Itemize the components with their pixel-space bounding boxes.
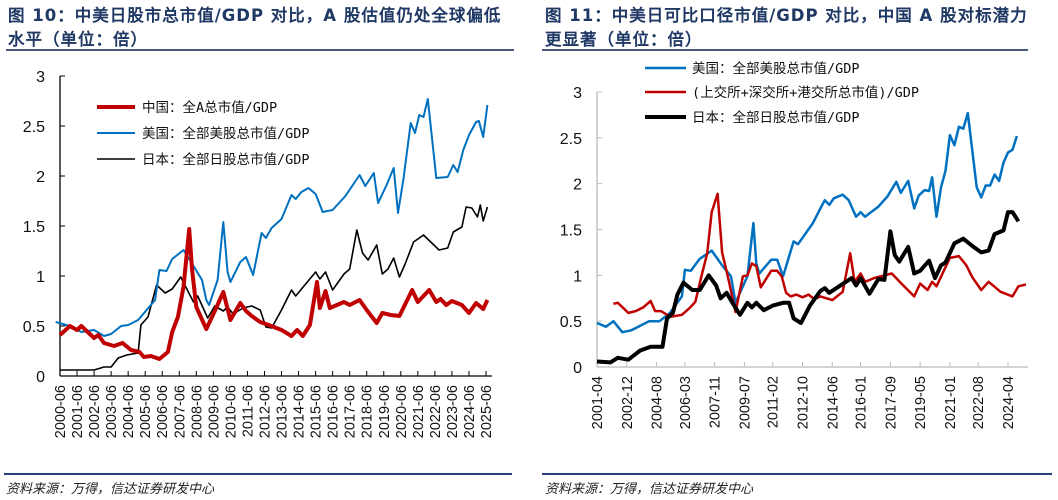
legend-label-us: 美国：全部美股总市值/GDP bbox=[142, 125, 310, 142]
x-tick-label: 2017-06 bbox=[343, 385, 359, 438]
x-tick-label: 2016-06 bbox=[326, 385, 342, 438]
legend-label-china: (上交所+深交所+港交所总市值)/GDP bbox=[692, 84, 919, 101]
y-tick-label: 0 bbox=[36, 369, 45, 386]
series-line-us bbox=[55, 98, 489, 337]
legend-label-japan: 日本：全部日股总市值/GDP bbox=[692, 109, 860, 126]
left-title-divider bbox=[6, 49, 514, 51]
x-tick-label: 2002-12 bbox=[620, 376, 636, 429]
series-line-china bbox=[613, 192, 1027, 318]
right-footer-divider bbox=[542, 473, 1052, 475]
x-tick-label: 2024-06 bbox=[462, 385, 478, 438]
x-tick-label: 2015-06 bbox=[309, 385, 325, 438]
x-tick-label: 2011-06 bbox=[240, 385, 256, 437]
series-line-japan bbox=[596, 210, 1021, 365]
x-tick-label: 2005-06 bbox=[138, 385, 154, 438]
x-tick-label: 2014-06 bbox=[292, 385, 308, 438]
left-chart-plot: 0 0.5 1 1.5 2 2.5 3 2000-06 2001-06 2002-06 2003-0… bbox=[23, 69, 495, 438]
x-tick-label: 2019-06 bbox=[377, 385, 393, 438]
y-tick-label: 0.5 bbox=[23, 319, 45, 336]
x-tick-label: 2004-08 bbox=[650, 376, 666, 429]
y-tick-label: 2.5 bbox=[560, 131, 582, 148]
x-tick-label: 2018-06 bbox=[360, 385, 376, 438]
legend-label-china: 中国：全A总市值/GDP bbox=[142, 99, 277, 116]
x-tick-label: 2013-06 bbox=[275, 385, 291, 438]
y-tick-label: 2 bbox=[36, 169, 45, 186]
x-tick-label: 2022-08 bbox=[971, 376, 987, 429]
x-tick-label: 2021-01 bbox=[943, 376, 959, 429]
x-tick-label: 2006-03 bbox=[678, 376, 694, 429]
x-tick-label: 2025-06 bbox=[479, 385, 495, 438]
y-tick-label: 2.5 bbox=[23, 119, 45, 136]
x-tick-label: 2007-11 bbox=[708, 376, 724, 428]
x-tick-label: 2003-06 bbox=[104, 385, 120, 438]
series-line-china bbox=[58, 227, 490, 361]
x-tick-label: 2019-05 bbox=[913, 376, 929, 429]
x-tick-label: 2001-06 bbox=[70, 385, 86, 438]
x-tick-label: 2001-04 bbox=[590, 376, 606, 429]
x-tick-label: 2023-06 bbox=[445, 385, 461, 438]
y-tick-label: 1 bbox=[573, 268, 582, 285]
x-tick-label: 2011-02 bbox=[766, 376, 782, 428]
x-tick-label: 2004-06 bbox=[121, 385, 137, 438]
x-tick-label: 2012-06 bbox=[257, 385, 273, 438]
x-tick-label: 2002-06 bbox=[87, 385, 103, 438]
legend-label-japan: 日本：全部日股总市值/GDP bbox=[142, 151, 310, 168]
left-source-note: 资料来源：万得，信达证券研发中心 bbox=[6, 482, 215, 497]
y-tick-label: 0.5 bbox=[560, 314, 582, 331]
y-tick-label: 3 bbox=[573, 85, 582, 102]
x-tick-label: 2010-06 bbox=[223, 385, 239, 438]
y-tick-label: 1.5 bbox=[23, 219, 45, 236]
right-source-note: 资料来源：万得，信达证券研发中心 bbox=[545, 482, 754, 497]
right-chart-title: 图 11：中美日可比口径市值/GDP 对比，中国 A 股对标潜力更显著（单位：倍… bbox=[545, 6, 1028, 49]
charts-canvas: 0 0.5 1 1.5 2 2.5 3 2001-04 2002-12 2004-08 2006-0… bbox=[23, 60, 1028, 438]
y-tick-label: 1.5 bbox=[560, 223, 582, 240]
series-line-us bbox=[596, 111, 1019, 334]
y-tick-label: 2 bbox=[573, 177, 582, 194]
x-tick-label: 2017-09 bbox=[883, 376, 899, 429]
left-footer-divider bbox=[4, 473, 512, 475]
x-tick-label: 2020-06 bbox=[394, 385, 410, 438]
right-chart-legend: 美国：全部美股总市值/GDP (上交所+深交所+港交所总市值)/GDP 日本：全… bbox=[645, 60, 919, 126]
x-tick-label: 2021-06 bbox=[411, 385, 427, 438]
x-tick-label: 2007-06 bbox=[172, 385, 188, 438]
x-tick-label: 2008-06 bbox=[189, 385, 205, 438]
y-tick-label: 3 bbox=[36, 69, 45, 86]
right-chart-plot: 0 0.5 1 1.5 2 2.5 3 2001-04 2002-12 2004-08 2006-0… bbox=[560, 85, 1028, 429]
x-tick-label: 2012-10 bbox=[796, 376, 812, 429]
x-tick-label: 2009-07 bbox=[737, 376, 753, 429]
x-tick-label: 2009-06 bbox=[206, 385, 222, 438]
x-tick-label: 2014-06 bbox=[825, 376, 841, 429]
x-tick-label: 2016-01 bbox=[854, 376, 870, 429]
x-tick-label: 2006-06 bbox=[155, 385, 171, 438]
right-title-divider bbox=[542, 49, 1028, 51]
legend-label-us: 美国：全部美股总市值/GDP bbox=[692, 60, 860, 77]
x-tick-label: 2000-06 bbox=[53, 385, 69, 438]
left-chart-title: 图 10：中美日股市总市值/GDP 对比，A 股估值仍处全球偏低水平（单位：倍） bbox=[8, 6, 502, 49]
x-tick-label: 2022-06 bbox=[428, 385, 444, 438]
y-tick-label: 1 bbox=[36, 269, 45, 286]
y-tick-label: 0 bbox=[573, 360, 582, 377]
x-tick-label: 2024-04 bbox=[1001, 376, 1017, 429]
left-chart-legend: 中国：全A总市值/GDP 美国：全部美股总市值/GDP 日本：全部日股总市值/G… bbox=[97, 99, 310, 168]
